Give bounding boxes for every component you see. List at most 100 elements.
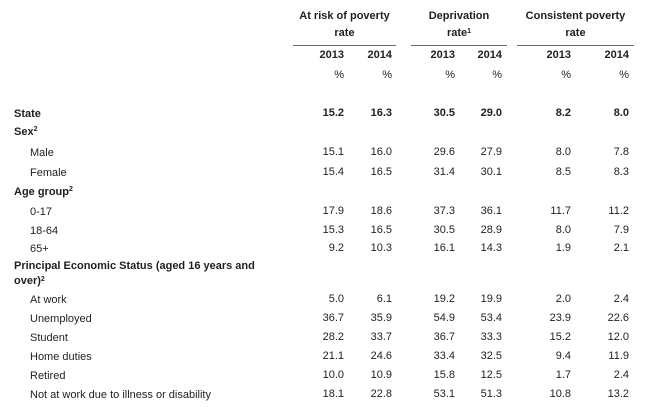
cell-value: 37.3 [433, 205, 455, 217]
header-rule [411, 45, 507, 46]
cell-value: 36.7 [433, 331, 455, 343]
header-deprivation-rate: Deprivation rate1 [411, 8, 507, 46]
cell-value: 28.2 [322, 331, 344, 343]
cell-value: 1.7 [555, 369, 571, 381]
cell-value: 15.2 [322, 107, 344, 119]
unit-header: % [382, 69, 392, 81]
year-header: 2014 [604, 49, 629, 61]
header-rule [293, 45, 396, 46]
cell-value: 6.1 [376, 293, 392, 305]
cell-value: 8.3 [613, 166, 629, 178]
cell-value: 8.5 [555, 166, 571, 178]
row-label-age-65-plus: 65+ [30, 243, 49, 255]
footnote-marker: 2 [40, 276, 45, 283]
cell-value: 30.1 [480, 166, 502, 178]
cell-value: 36.7 [322, 312, 344, 324]
cell-value: 15.4 [322, 166, 344, 178]
row-label-unemployed: Unemployed [30, 313, 92, 325]
cell-value: 10.8 [549, 388, 571, 400]
cell-value: 16.0 [370, 146, 392, 158]
cell-value: 13.2 [607, 388, 629, 400]
cell-value: 5.0 [328, 293, 344, 305]
cell-value: 16.3 [370, 107, 392, 119]
unit-header: % [619, 69, 629, 81]
cell-value: 8.0 [555, 224, 571, 236]
cell-value: 7.8 [613, 146, 629, 158]
cell-value: 2.0 [555, 293, 571, 305]
cell-value: 27.9 [480, 146, 502, 158]
cell-value: 22.6 [607, 312, 629, 324]
year-header: 2013 [546, 49, 571, 61]
cell-value: 18.1 [322, 388, 344, 400]
cell-value: 18.6 [370, 205, 392, 217]
cell-value: 33.3 [480, 331, 502, 343]
row-label-age-0-17: 0-17 [30, 206, 53, 218]
cell-value: 7.9 [613, 224, 629, 236]
cell-value: 35.9 [370, 312, 392, 324]
header-rule [517, 45, 634, 46]
row-label-student: Student [30, 332, 68, 344]
cell-value: 33.4 [433, 350, 455, 362]
cell-value: 53.1 [433, 388, 455, 400]
year-header: 2014 [477, 49, 502, 61]
cell-value: 23.9 [549, 312, 571, 324]
unit-header: % [561, 69, 571, 81]
cell-value: 2.4 [613, 369, 629, 381]
cell-value: 15.3 [322, 224, 344, 236]
footnote-marker: 2 [33, 126, 38, 133]
cell-value: 36.1 [480, 205, 502, 217]
cell-value: 54.9 [433, 312, 455, 324]
row-label-age-18-64: 18-64 [30, 225, 59, 237]
row-label-state: State [14, 108, 41, 120]
cell-value: 16.5 [370, 224, 392, 236]
cell-value: 31.4 [433, 166, 455, 178]
cell-value: 24.6 [370, 350, 392, 362]
cell-value: 21.1 [322, 350, 344, 362]
footnote-marker: 2 [69, 186, 73, 193]
section-label-sex: Sex2 [14, 126, 38, 138]
cell-value: 16.5 [370, 166, 392, 178]
row-label-female: Female [30, 167, 67, 179]
cell-value: 32.5 [480, 350, 502, 362]
cell-value: 19.2 [433, 293, 455, 305]
cell-value: 22.8 [370, 388, 392, 400]
cell-value: 10.9 [370, 369, 392, 381]
cell-value: 12.5 [480, 369, 502, 381]
cell-value: 8.0 [555, 146, 571, 158]
cell-value: 28.9 [480, 224, 502, 236]
row-label-at-work: At work [30, 294, 67, 306]
year-header: 2013 [430, 49, 455, 61]
cell-value: 9.2 [328, 242, 344, 254]
cell-value: 2.1 [613, 242, 629, 254]
cell-value: 19.9 [480, 293, 502, 305]
section-label-age-group: Age group2 [14, 186, 73, 198]
row-label-not-at-work-illness-disability: Not at work due to illness or disability [30, 389, 211, 401]
cell-value: 16.1 [433, 242, 455, 254]
cell-value: 2.4 [613, 293, 629, 305]
year-header: 2014 [367, 49, 392, 61]
cell-value: 9.4 [555, 350, 571, 362]
cell-value: 11.7 [550, 205, 571, 217]
footnote-marker: 1 [467, 28, 472, 35]
cell-value: 15.8 [433, 369, 455, 381]
cell-value: 30.5 [433, 224, 455, 236]
cell-value: 17.9 [322, 205, 344, 217]
cell-value: 8.2 [555, 107, 571, 119]
unit-header: % [445, 69, 455, 81]
cell-value: 53.4 [480, 312, 502, 324]
row-label-male: Male [30, 147, 54, 159]
cell-value: 14.3 [480, 242, 502, 254]
year-header: 2013 [319, 49, 344, 61]
cell-value: 15.2 [549, 331, 571, 343]
cell-value: 29.6 [433, 146, 455, 158]
header-at-risk-of-poverty-rate: At risk of poverty rate [293, 8, 396, 46]
cell-value: 8.0 [613, 107, 629, 119]
cell-value: 33.7 [370, 331, 392, 343]
cell-value: 10.3 [370, 242, 392, 254]
cell-value: 10.0 [322, 369, 344, 381]
section-label-principal-economic-status: Principal Economic Status (aged 16 years… [14, 260, 255, 287]
cell-value: 1.9 [555, 242, 571, 254]
cell-value: 51.3 [480, 388, 502, 400]
header-consistent-poverty-rate: Consistent poverty rate [517, 8, 634, 46]
cell-value: 30.5 [433, 107, 455, 119]
